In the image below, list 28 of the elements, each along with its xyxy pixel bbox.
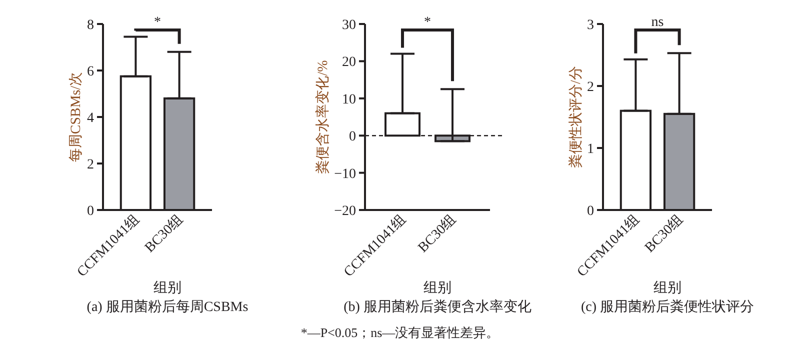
y-tick-label: −20 xyxy=(334,204,356,219)
y-axis-title: 粪便含水率变化/% xyxy=(315,60,332,174)
y-tick-label: 3 xyxy=(587,18,594,33)
text: (c) 服用菌粉后粪便性状评分 xyxy=(580,299,754,315)
text: (b) 服用菌粉后粪便含水率变化 xyxy=(344,299,532,315)
x-axis-title: 组别 xyxy=(654,280,682,296)
y-tick-label: −10 xyxy=(334,166,356,182)
y-tick-label: 6 xyxy=(87,64,94,80)
y-tick-label: 30 xyxy=(342,18,356,33)
y-tick-label: 0 xyxy=(587,204,594,219)
y-tick-label: 8 xyxy=(87,18,94,33)
y-tick-label: 4 xyxy=(87,111,94,126)
annotation: ns xyxy=(651,15,664,30)
annotation: * xyxy=(424,15,431,30)
y-tick-label: 0 xyxy=(87,204,94,219)
y-tick-label: 20 xyxy=(342,55,356,70)
y-axis-title: 粪便性状评分/分 xyxy=(568,66,584,168)
annotation: * xyxy=(154,15,161,30)
x-axis-title: 组别 xyxy=(154,280,182,296)
text: *—P<0.05；ns—没有显著性差异。 xyxy=(300,325,500,340)
y-tick-label: 2 xyxy=(587,80,594,95)
y-tick-label: 1 xyxy=(587,142,594,157)
y-tick-label: 2 xyxy=(87,158,94,172)
y-axis-title: 每周CSBMs/次 xyxy=(68,72,84,162)
x-axis-title: 组别 xyxy=(424,280,452,296)
text: (a) 服用菌粉后每周CSBMs xyxy=(86,299,248,315)
y-tick-label: 10 xyxy=(342,92,356,108)
y-tick-label: 0 xyxy=(349,130,356,145)
